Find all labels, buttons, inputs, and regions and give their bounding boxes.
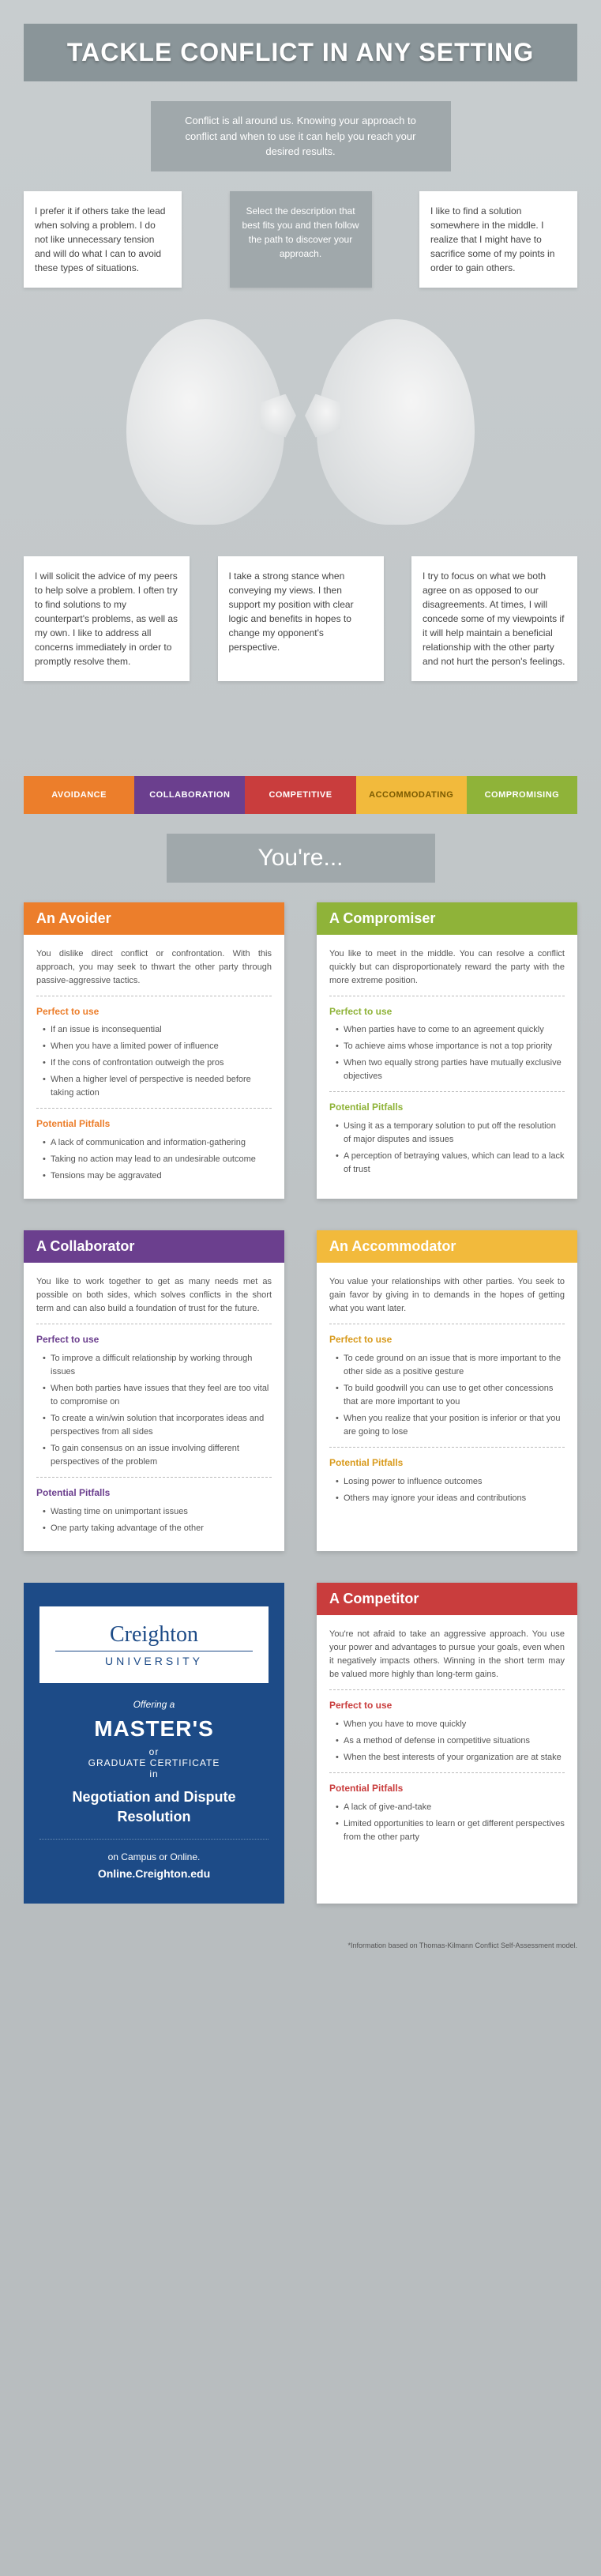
promo-program: Negotiation and Dispute Resolution: [39, 1787, 269, 1827]
list-item: When a higher level of perspective is ne…: [43, 1073, 272, 1100]
desc-collaborator: I will solicit the advice of my peers to…: [24, 556, 190, 681]
creighton-logo: Creighton UNIVERSITY: [39, 1606, 269, 1683]
list-item: When both parties have issues that they …: [43, 1382, 272, 1409]
compromiser-perfect-label: Perfect to use: [329, 1004, 565, 1019]
competitor-desc: You're not afraid to take an aggressive …: [329, 1628, 565, 1682]
avoider-pitfalls-list: A lack of communication and information-…: [36, 1136, 272, 1183]
compromiser-title: A Compromiser: [317, 902, 577, 935]
compromiser-pitfalls-label: Potential Pitfalls: [329, 1100, 565, 1115]
collaborator-perfect-label: Perfect to use: [36, 1332, 272, 1347]
accommodator-title: An Accommodator: [317, 1230, 577, 1263]
collaborator-title: A Collaborator: [24, 1230, 284, 1263]
competitor-pitfalls-label: Potential Pitfalls: [329, 1781, 565, 1796]
list-item: When you have to move quickly: [336, 1718, 565, 1731]
list-item: Others may ignore your ideas and contrib…: [336, 1492, 565, 1505]
card-competitor: A Competitor You're not afraid to take a…: [317, 1583, 577, 1904]
competitor-perfect-label: Perfect to use: [329, 1698, 565, 1713]
accommodator-desc: You value your relationships with other …: [329, 1275, 565, 1316]
desc-avoider: I prefer it if others take the lead when…: [24, 191, 182, 288]
collaborator-pitfalls-list: Wasting time on unimportant issues One pa…: [36, 1505, 272, 1535]
footnote: *Information based on Thomas-Kilmann Con…: [0, 1935, 601, 1956]
promo-url[interactable]: Online.Creighton.edu: [39, 1867, 269, 1880]
head-right-icon: [317, 319, 475, 525]
competitor-title: A Competitor: [317, 1583, 577, 1615]
list-item: Using it as a temporary solution to put …: [336, 1120, 565, 1147]
list-item: If the cons of confrontation outweigh th…: [43, 1056, 272, 1070]
promo-masters: MASTER'S: [39, 1716, 269, 1742]
list-item: A lack of give-and-take: [336, 1801, 565, 1814]
title-ribbon: TACKLE CONFLICT IN ANY SETTING: [24, 24, 577, 81]
collaborator-desc: You like to work together to get as many…: [36, 1275, 272, 1316]
youre-heading: You're...: [167, 834, 435, 883]
logo-name: Creighton: [55, 1622, 253, 1648]
list-item: To achieve aims whose importance is not …: [336, 1040, 565, 1053]
list-item: When you have a limited power of influen…: [43, 1040, 272, 1053]
accommodator-perfect-label: Perfect to use: [329, 1332, 565, 1347]
list-item: To create a win/win solution that incorp…: [43, 1412, 272, 1439]
list-item: Tensions may be aggravated: [43, 1169, 272, 1183]
card-avoider: An Avoider You dislike direct conflict o…: [24, 902, 284, 1199]
head-left-icon: [126, 319, 284, 525]
desc-competitor: I take a strong stance when conveying my…: [218, 556, 384, 681]
tab-competitive: COMPETITIVE: [245, 776, 355, 814]
card-accommodator: An Accommodator You value your relations…: [317, 1230, 577, 1551]
intro-text: Conflict is all around us. Knowing your …: [151, 101, 451, 171]
compromiser-perfect-list: When parties have to come to an agreemen…: [329, 1023, 565, 1083]
avoider-desc: You dislike direct conflict or confronta…: [36, 947, 272, 988]
accommodator-pitfalls-label: Potential Pitfalls: [329, 1456, 565, 1471]
list-item: When the best interests of your organiza…: [336, 1751, 565, 1764]
facing-heads-graphic: [24, 311, 577, 533]
list-item: Limited opportunities to learn or get di…: [336, 1817, 565, 1844]
list-item: If an issue is inconsequential: [43, 1023, 272, 1037]
collaborator-perfect-list: To improve a difficult relationship by w…: [36, 1352, 272, 1469]
accommodator-perfect-list: To cede ground on an issue that is more …: [329, 1352, 565, 1439]
list-item: One party taking advantage of the other: [43, 1522, 272, 1535]
list-item: Wasting time on unimportant issues: [43, 1505, 272, 1519]
list-item: When two equally strong parties have mut…: [336, 1056, 565, 1083]
tab-compromising: COMPROMISING: [467, 776, 577, 814]
promo-gc: GRADUATE CERTIFICATE: [88, 1757, 220, 1768]
avoider-pitfalls-label: Potential Pitfalls: [36, 1117, 272, 1132]
approach-tabs: AVOIDANCE COLLABORATION COMPETITIVE ACCO…: [24, 776, 577, 814]
list-item: Taking no action may lead to an undesira…: [43, 1153, 272, 1166]
avoider-perfect-list: If an issue is inconsequential When you h…: [36, 1023, 272, 1100]
competitor-perfect-list: When you have to move quickly As a method…: [329, 1718, 565, 1764]
promo-campus: on Campus or Online.: [39, 1851, 269, 1862]
select-prompt: Select the description that best fits yo…: [230, 191, 372, 288]
list-item: As a method of defense in competitive si…: [336, 1734, 565, 1748]
list-item: When parties have to come to an agreemen…: [336, 1023, 565, 1037]
collaborator-pitfalls-label: Potential Pitfalls: [36, 1486, 272, 1501]
list-item: To improve a difficult relationship by w…: [43, 1352, 272, 1379]
connector-lines: [24, 705, 577, 752]
promo-offering: Offering a: [39, 1699, 269, 1710]
tab-collaboration: COLLABORATION: [134, 776, 245, 814]
desc-compromiser: I like to find a solution somewhere in t…: [419, 191, 577, 288]
list-item: A perception of betraying values, which …: [336, 1150, 565, 1177]
card-compromiser: A Compromiser You like to meet in the mi…: [317, 902, 577, 1199]
list-item: To build goodwill you can use to get oth…: [336, 1382, 565, 1409]
compromiser-pitfalls-list: Using it as a temporary solution to put …: [329, 1120, 565, 1177]
list-item: To cede ground on an issue that is more …: [336, 1352, 565, 1379]
desc-accommodator: I try to focus on what we both agree on …: [411, 556, 577, 681]
list-item: To gain consensus on an issue involving …: [43, 1442, 272, 1469]
compromiser-desc: You like to meet in the middle. You can …: [329, 947, 565, 988]
tab-accommodating: ACCOMMODATING: [356, 776, 467, 814]
list-item: A lack of communication and information-…: [43, 1136, 272, 1150]
competitor-pitfalls-list: A lack of give-and-take Limited opportuni…: [329, 1801, 565, 1844]
creighton-promo: Creighton UNIVERSITY Offering a MASTER'S…: [24, 1583, 284, 1904]
list-item: Losing power to influence outcomes: [336, 1475, 565, 1489]
avoider-perfect-label: Perfect to use: [36, 1004, 272, 1019]
youre-text: You're...: [178, 845, 424, 872]
main-title: TACKLE CONFLICT IN ANY SETTING: [36, 38, 565, 67]
avoider-title: An Avoider: [24, 902, 284, 935]
tab-avoidance: AVOIDANCE: [24, 776, 134, 814]
card-collaborator: A Collaborator You like to work together…: [24, 1230, 284, 1551]
logo-university: UNIVERSITY: [55, 1651, 253, 1667]
list-item: When you realize that your position is i…: [336, 1412, 565, 1439]
accommodator-pitfalls-list: Losing power to influence outcomes Others…: [329, 1475, 565, 1505]
